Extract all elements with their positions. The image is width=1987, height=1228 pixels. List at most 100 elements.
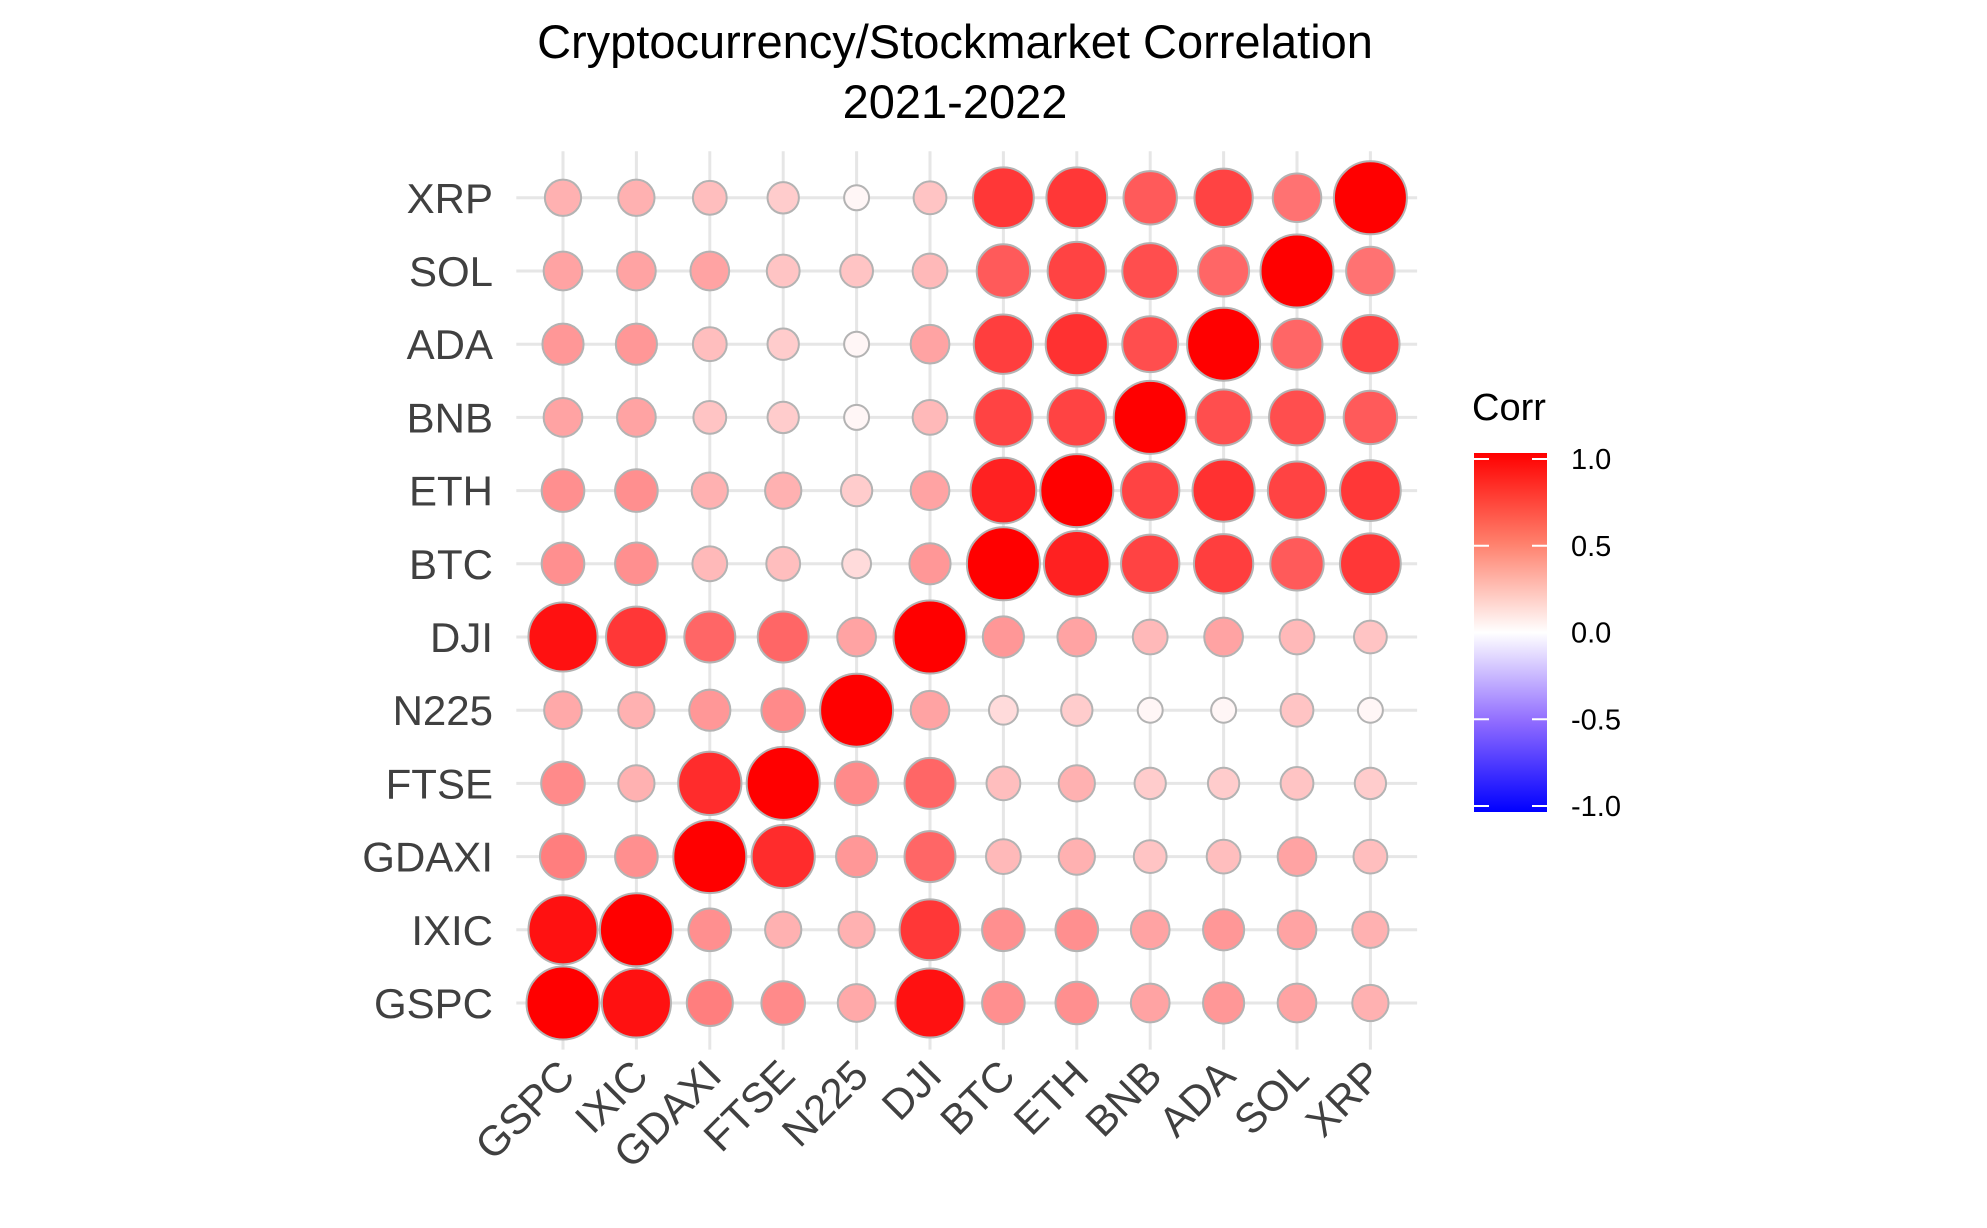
- legend-tick-label: -1.0: [1571, 791, 1621, 823]
- corr-circle-ixic-btc: [981, 907, 1026, 953]
- corr-circle-gdaxi-bnb: [1132, 839, 1168, 875]
- corr-circle-gspc-bnb: [1129, 982, 1171, 1024]
- corr-circle-sol-xrp: [1345, 245, 1396, 297]
- corr-circle-ftse-n225: [833, 760, 880, 807]
- corr-circle-dji-eth: [1056, 616, 1098, 658]
- chart-title-line-2: 2021-2022: [843, 75, 1068, 128]
- corr-circle-ixic-ada: [1202, 908, 1246, 952]
- corr-circle-ada-ada: [1186, 306, 1262, 382]
- corr-circle-xrp-ada: [1193, 167, 1254, 228]
- corr-circle-eth-ada: [1191, 458, 1256, 523]
- corr-circle-ftse-xrp: [1353, 766, 1388, 801]
- corr-circle-gdaxi-n225: [835, 835, 879, 879]
- corr-circle-eth-ftse: [764, 471, 803, 510]
- corr-circle-ada-btc: [972, 313, 1035, 375]
- y-tick-label: BNB: [407, 394, 493, 441]
- corr-circle-gspc-gdaxi: [685, 978, 734, 1028]
- corr-circle-ixic-ixic: [598, 892, 674, 968]
- corr-circle-bnb-gdaxi: [692, 399, 728, 435]
- corr-circle-ftse-dji: [903, 756, 957, 810]
- y-axis-tick-labels: GSPC IXIC GDAXI FTSE N225 DJI BTC ETH BNB ADA SOL X…: [362, 175, 493, 1027]
- legend-ticks: 1.0 0.5 0.0 -0.5 -1.0: [1474, 444, 1621, 823]
- corr-circle-eth-sol: [1266, 460, 1328, 521]
- y-tick-label: FTSE: [386, 760, 493, 807]
- corr-circle-gdaxi-ftse: [750, 824, 816, 890]
- corr-circle-ixic-gspc: [527, 894, 599, 966]
- corr-circle-ixic-dji: [898, 898, 962, 962]
- y-tick-label: GSPC: [374, 980, 493, 1027]
- x-tick-label: N225: [773, 1051, 877, 1155]
- x-axis-tick-labels: GSPCIXICGDAXIFTSEN225DJIBTCETHBNBADASOLX…: [466, 1051, 1391, 1177]
- corr-circle-gdaxi-gspc: [538, 832, 588, 881]
- corr-circle-dji-dji: [892, 599, 968, 675]
- corr-circle-dji-sol: [1278, 618, 1316, 656]
- corr-circle-n225-xrp: [1356, 696, 1384, 724]
- legend-tick-label: 0.0: [1571, 618, 1611, 650]
- corr-circle-ftse-gdaxi: [677, 750, 743, 817]
- x-tick-label: XRP: [1296, 1051, 1390, 1145]
- corr-circle-n225-n225: [819, 672, 895, 748]
- corr-circle-n225-bnb: [1136, 696, 1164, 724]
- corr-circle-gdaxi-ixic: [614, 834, 659, 879]
- corr-circle-n225-gdaxi: [688, 688, 732, 732]
- corr-circle-ftse-bnb: [1133, 766, 1167, 801]
- corr-circle-gspc-btc: [981, 980, 1026, 1026]
- corr-circle-xrp-gdaxi: [691, 179, 728, 216]
- corr-circle-gspc-dji: [894, 967, 966, 1039]
- x-tick-label: ADA: [1150, 1051, 1244, 1145]
- corr-circle-dji-ftse: [756, 610, 810, 664]
- corr-circle-bnb-dji: [911, 399, 949, 436]
- corr-circle-bnb-btc: [973, 387, 1034, 448]
- corr-circle-ftse-ixic: [617, 764, 656, 803]
- corr-circle-eth-n225: [839, 473, 874, 508]
- legend-tick-label: 1.0: [1571, 444, 1611, 476]
- corr-circle-gspc-n225: [836, 983, 877, 1023]
- corr-circle-sol-gdaxi: [689, 250, 731, 292]
- corr-circle-sol-ixic: [616, 250, 657, 292]
- y-tick-label: ETH: [409, 468, 493, 515]
- y-tick-label: GDAXI: [362, 834, 493, 881]
- corr-circle-sol-n225: [839, 253, 875, 289]
- y-tick-label: DJI: [430, 614, 493, 661]
- corr-circle-eth-gspc: [540, 468, 586, 513]
- corr-circle-gspc-gspc: [525, 965, 601, 1041]
- corr-circle-gdaxi-xrp: [1352, 838, 1389, 875]
- corr-circle-ixic-n225: [837, 910, 876, 949]
- corr-circle-n225-ftse: [760, 687, 807, 734]
- corr-circle-gdaxi-gdaxi: [672, 819, 748, 895]
- corr-circle-ftse-ftse: [745, 745, 821, 821]
- corr-circle-ada-ftse: [766, 327, 800, 361]
- corr-circle-ada-sol: [1270, 317, 1324, 371]
- corr-circle-ada-n225: [843, 330, 871, 358]
- legend-tick-label: 0.5: [1571, 531, 1611, 563]
- color-legend: Corr 1.0 0.5 0.0 -0.5 -1.0: [1472, 387, 1621, 823]
- y-tick-label: SOL: [409, 248, 493, 295]
- corr-circle-xrp-ftse: [766, 181, 800, 215]
- corr-circle-xrp-xrp: [1332, 160, 1408, 236]
- corr-circle-bnb-ada: [1194, 388, 1253, 447]
- corr-circle-gdaxi-btc: [985, 838, 1022, 875]
- corr-circle-ixic-sol: [1276, 909, 1318, 951]
- corr-circle-dji-btc: [981, 615, 1025, 659]
- corr-circle-ada-gdaxi: [691, 326, 728, 363]
- y-tick-label: BTC: [409, 541, 493, 588]
- corr-circle-bnb-n225: [843, 403, 871, 431]
- corr-circle-ixic-bnb: [1129, 909, 1171, 951]
- corr-circle-n225-eth: [1060, 693, 1094, 727]
- corr-circle-bnb-gspc: [542, 397, 584, 438]
- corr-circle-eth-dji: [909, 470, 951, 511]
- corr-circle-btc-gspc: [540, 541, 586, 587]
- corr-circle-xrp-n225: [843, 184, 871, 212]
- corr-circle-ada-eth: [1044, 312, 1109, 377]
- x-tick-label: ETH: [1005, 1051, 1098, 1144]
- corr-circle-n225-ada: [1210, 696, 1238, 724]
- corr-circle-btc-ixic: [614, 541, 659, 587]
- corr-circle-btc-n225: [841, 548, 873, 580]
- corr-circle-btc-btc: [965, 526, 1041, 602]
- corr-circle-bnb-bnb: [1112, 379, 1188, 455]
- corr-circle-gdaxi-dji: [903, 830, 957, 884]
- corr-circle-ada-bnb: [1121, 315, 1180, 374]
- correlation-circles: [525, 160, 1408, 1041]
- corr-circle-sol-bnb: [1121, 242, 1180, 300]
- corr-circle-gdaxi-ada: [1205, 838, 1242, 875]
